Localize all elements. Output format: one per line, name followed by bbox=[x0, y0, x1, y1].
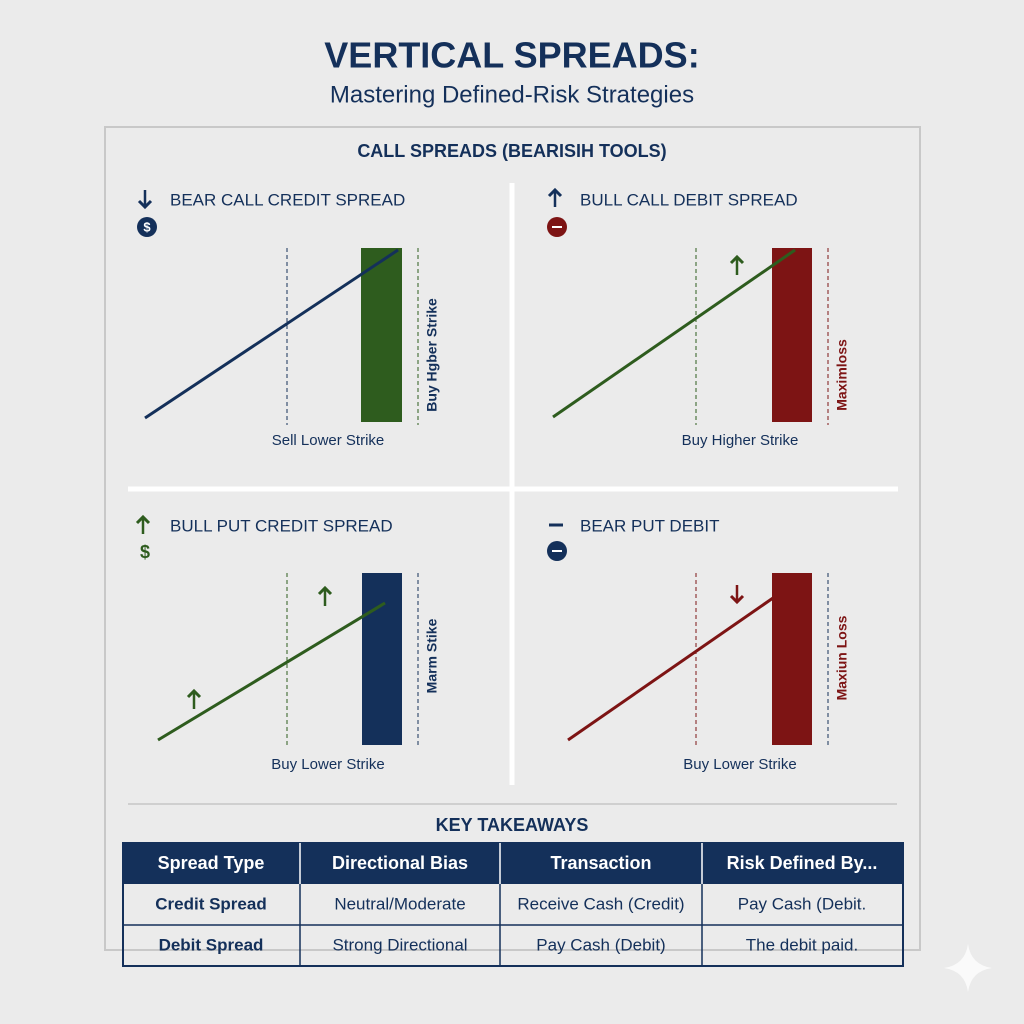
panel: $ BULL PUT CREDIT SPREAD Marm Stike Buy … bbox=[135, 514, 440, 773]
table-header: Spread Type bbox=[158, 853, 265, 873]
panel-title: BULL CALL DEBIT SPREAD bbox=[580, 190, 798, 209]
table-cell: Debit Spread bbox=[159, 935, 264, 954]
table-cell: Credit Spread bbox=[155, 894, 266, 913]
panel: BULL CALL DEBIT SPREAD Maximloss Buy Hig… bbox=[547, 187, 850, 449]
frame bbox=[104, 126, 921, 951]
table-cell: Pay Cash (Debit. bbox=[738, 894, 867, 913]
table-cell: The debit paid. bbox=[746, 935, 858, 954]
panel: $ BEAR CALL CREDIT SPREAD Buy Hgber Stri… bbox=[137, 190, 440, 449]
table-cell: Receive Cash (Credit) bbox=[517, 894, 684, 913]
side-label: Marm Stike bbox=[424, 618, 440, 693]
panel-title: BULL PUT CREDIT SPREAD bbox=[170, 516, 393, 535]
bottom-label: Buy Lower Strike bbox=[683, 756, 796, 773]
panel-title: BEAR PUT DEBIT bbox=[580, 516, 720, 535]
bottom-label: Buy Higher Strike bbox=[682, 432, 799, 449]
side-label: Maximloss bbox=[834, 339, 850, 411]
sparkle bbox=[944, 944, 992, 992]
panel-title: BEAR CALL CREDIT SPREAD bbox=[170, 190, 405, 209]
table-header: Directional Bias bbox=[332, 853, 468, 873]
bottom-label: Buy Lower Strike bbox=[271, 756, 384, 773]
icon: $ bbox=[140, 542, 150, 562]
takeaways-title: KEY TAKEAWAYS bbox=[436, 815, 589, 835]
table-cell: Strong Directional bbox=[332, 935, 467, 954]
table-cell: Pay Cash (Debit) bbox=[536, 935, 665, 954]
subtitle: Mastering Defined-Risk Strategies bbox=[330, 81, 694, 108]
title: VERTICAL SPREADS: bbox=[324, 35, 699, 76]
section-title: CALL SPREADS (BEARISIH TOOLS) bbox=[357, 141, 666, 161]
table-cell: Neutral/Moderate bbox=[334, 894, 465, 913]
panel: BEAR PUT DEBIT Maxiun Loss Buy Lower Str… bbox=[547, 516, 850, 773]
bottom-label: Sell Lower Strike bbox=[272, 432, 385, 449]
icon: $ bbox=[143, 219, 151, 234]
table-header: Transaction bbox=[550, 853, 651, 873]
table-header: Risk Defined By... bbox=[727, 853, 878, 873]
table bbox=[122, 842, 904, 967]
side-label: Maxiun Loss bbox=[834, 615, 850, 700]
side-label: Buy Hgber Strike bbox=[424, 298, 440, 412]
